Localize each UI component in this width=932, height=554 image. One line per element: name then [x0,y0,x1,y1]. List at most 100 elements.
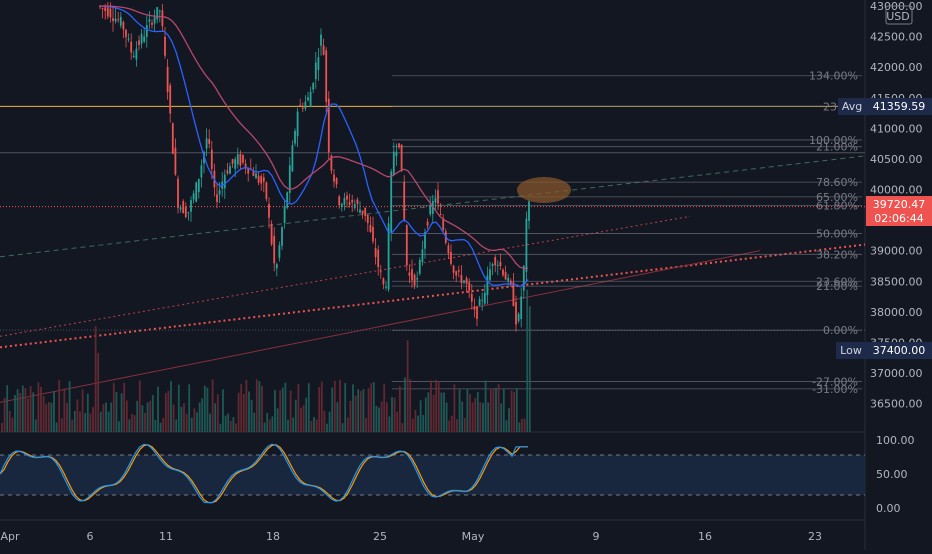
volume-bar [263,422,266,432]
candle-body [416,277,419,280]
candle-body [408,272,411,276]
volume-bar [518,422,521,432]
volume-bar [232,417,235,432]
volume-bar [250,399,253,432]
time-tick-label: Apr [0,530,20,543]
candle-body [260,176,263,184]
candle-body [239,153,242,166]
ma-fast-line [99,5,529,288]
volume-bar [110,402,113,432]
volume-bar [328,411,331,432]
volume-bar [271,416,274,432]
volume-bar [261,385,263,432]
oscillator-tick-label: 100.00 [876,434,915,447]
candle-body [340,203,343,208]
volume-bar [112,382,115,432]
fib-level-label: 100.00% [809,134,858,147]
candle-body [502,269,504,276]
candle-body [104,7,107,12]
candle-body [158,10,161,12]
fib-level-label: 0.00% [823,324,858,337]
volume-bar [424,397,427,432]
candle-body [507,277,510,282]
candle-body [197,178,200,193]
candle-body [333,174,335,182]
volume-bar [222,389,224,432]
candle-body [101,8,104,10]
candle-body [457,270,460,272]
volume-bar [86,393,89,432]
fib-level-label: 78.60% [816,176,858,189]
volume-bar [21,385,24,432]
price-tick-label: 40500.00 [870,153,923,166]
volume-bar [528,306,531,432]
volume-bar [253,412,256,432]
volume-bar [513,391,516,432]
candle-body [390,171,393,234]
volume-bar [71,419,74,432]
volume-bar [393,397,396,432]
volume-bar [266,412,269,432]
candle-body [320,34,322,46]
time-tick-label: 9 [593,530,600,543]
candle-body [364,207,367,216]
candle-body [236,154,239,165]
time-tick-label: 6 [87,530,94,543]
volume-bar [388,416,391,432]
volume-bar [175,419,178,432]
candle-body [473,306,476,310]
time-tick-label: 11 [159,530,173,543]
volume-bar [79,411,81,432]
candle-body [398,143,400,148]
volume-bar [365,417,367,432]
volume-bar [19,392,22,432]
volume-bar [437,381,440,432]
volume-bar [326,423,328,432]
candle-body [442,218,445,230]
currency-label[interactable]: USD [886,10,910,23]
candle-body [429,205,432,215]
volume-bar [188,384,191,432]
oscillator-tick-label: 0.00 [876,502,901,515]
candle-body [437,190,439,204]
volume-bar [105,402,107,432]
volume-bar [484,380,487,432]
candle-body [234,159,237,169]
volume-bar [323,410,326,432]
candle-body [486,275,489,296]
candle-body [307,97,309,101]
volume-bar [289,390,292,432]
fib-level-label: 21.00% [816,280,858,293]
candle-body [379,271,382,273]
volume-bar [476,392,479,432]
countdown: 02:06:44 [874,212,923,225]
fib-level-label: 21.00% [816,141,858,154]
volume-bar [151,395,154,432]
volume-bar [229,420,232,432]
volume-bar [284,382,287,432]
volume-bar [349,400,352,432]
candle-body [494,257,497,266]
volume-bar [502,389,505,432]
fib-level-label: 23.60% [816,275,858,288]
low-badge: Low [840,344,862,357]
candle-body [275,264,278,269]
time-tick-label: 25 [373,530,387,543]
volume-bar [164,392,167,432]
fib-level-label: 61.80% [816,199,858,212]
fib-level-label: 65.00% [816,191,858,204]
volume-bar [144,412,146,432]
volume-bar [32,392,35,432]
candle-body [489,269,491,281]
candle-body [322,45,325,55]
candle-body [291,145,294,172]
volume-bar [206,387,209,432]
volume-bar [305,397,308,432]
candle-body [450,251,452,264]
highlight-ellipse [517,177,571,203]
volume-bar [125,400,128,432]
volume-bar [372,381,375,432]
candle-body [301,107,304,109]
volume-bar [180,406,183,432]
volume-bar [8,410,11,432]
